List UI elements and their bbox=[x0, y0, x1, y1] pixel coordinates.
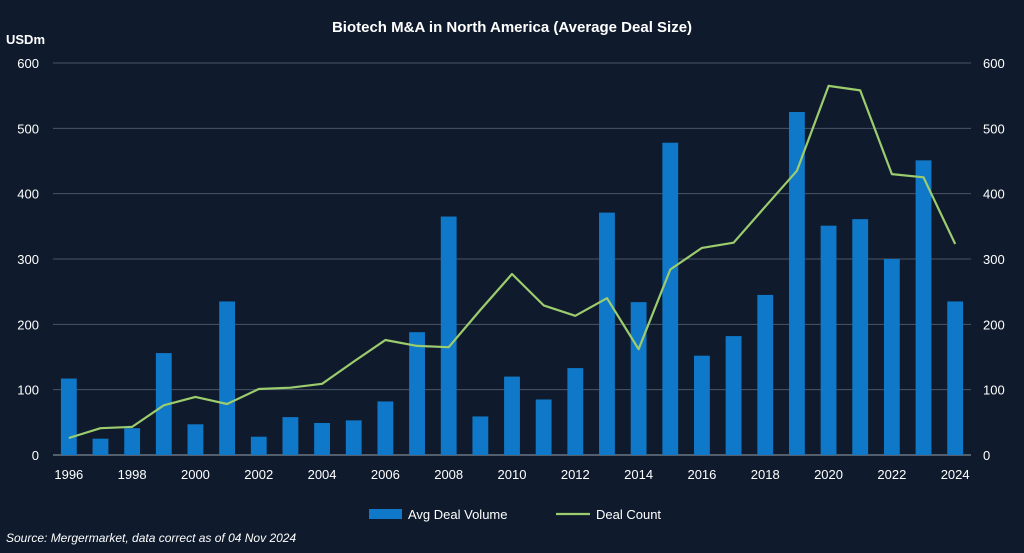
bar bbox=[915, 160, 932, 455]
x-tick-label: 1998 bbox=[118, 467, 147, 482]
source-note: Source: Mergermarket, data correct as of… bbox=[6, 531, 297, 545]
x-tick-label: 2002 bbox=[244, 467, 273, 482]
x-tick-label: 2024 bbox=[941, 467, 970, 482]
y-tick-label: 200 bbox=[17, 317, 39, 332]
legend-label-avg-deal-volume: Avg Deal Volume bbox=[408, 507, 508, 522]
bar bbox=[124, 428, 141, 455]
bar bbox=[187, 424, 204, 455]
y2-tick-label: 600 bbox=[983, 56, 1005, 71]
legend: Avg Deal Volume Deal Count bbox=[369, 507, 661, 522]
bar bbox=[788, 112, 805, 455]
y2-tick-label: 500 bbox=[983, 121, 1005, 136]
x-tick-label: 2012 bbox=[561, 467, 590, 482]
bar bbox=[947, 301, 964, 455]
bar bbox=[567, 368, 584, 455]
chart-title: Biotech M&A in North America (Average De… bbox=[332, 19, 692, 36]
x-axis: 1996 1998 2000 2002 2004 2006 2008 2010 2012 2014… bbox=[54, 467, 969, 482]
bar bbox=[725, 336, 742, 455]
legend-label-deal-count: Deal Count bbox=[596, 507, 661, 522]
bar bbox=[852, 219, 869, 455]
x-tick-label: 2014 bbox=[624, 467, 653, 482]
bar bbox=[155, 353, 172, 455]
bar bbox=[345, 420, 362, 455]
bar bbox=[504, 376, 520, 455]
bar bbox=[599, 212, 615, 455]
legend-swatch-avg-deal-volume bbox=[369, 509, 402, 519]
x-tick-label: 2018 bbox=[751, 467, 780, 482]
bar bbox=[757, 294, 774, 455]
bar bbox=[535, 399, 552, 455]
y-tick-label: 300 bbox=[17, 252, 39, 267]
x-tick-label: 2000 bbox=[181, 467, 210, 482]
bar bbox=[250, 436, 267, 455]
y-tick-label: 600 bbox=[17, 56, 39, 71]
bar bbox=[883, 259, 900, 455]
bar bbox=[282, 417, 299, 455]
bar bbox=[60, 378, 77, 455]
bar bbox=[440, 216, 457, 455]
y-tick-label: 0 bbox=[32, 448, 39, 463]
bar bbox=[472, 416, 489, 455]
bar bbox=[314, 422, 330, 455]
bar bbox=[92, 438, 109, 455]
y2-tick-label: 300 bbox=[983, 252, 1005, 267]
x-tick-label: 1996 bbox=[54, 467, 83, 482]
y-axis-left: 0 100 200 300 400 500 600 bbox=[17, 56, 39, 463]
x-tick-label: 2020 bbox=[814, 467, 843, 482]
bar-series-avg-deal-volume bbox=[60, 112, 964, 455]
x-tick-label: 2008 bbox=[434, 467, 463, 482]
y-tick-label: 100 bbox=[17, 383, 39, 398]
y-tick-label: 400 bbox=[17, 187, 39, 202]
x-tick-label: 2016 bbox=[687, 467, 716, 482]
gridlines bbox=[53, 62, 971, 456]
y2-tick-label: 100 bbox=[983, 383, 1005, 398]
y-tick-label: 500 bbox=[17, 121, 39, 136]
bar bbox=[409, 332, 425, 455]
x-tick-label: 2022 bbox=[877, 467, 906, 482]
y2-tick-label: 400 bbox=[983, 187, 1005, 202]
y2-tick-label: 200 bbox=[983, 317, 1005, 332]
y-axis-right: 0 100 200 300 400 500 600 bbox=[983, 56, 1005, 463]
line-series-deal-count bbox=[68, 84, 957, 440]
x-tick-label: 2004 bbox=[308, 467, 337, 482]
x-tick-label: 2010 bbox=[498, 467, 527, 482]
x-tick-label: 2006 bbox=[371, 467, 400, 482]
bar bbox=[630, 302, 647, 455]
y2-tick-label: 0 bbox=[983, 448, 990, 463]
bar bbox=[694, 355, 710, 455]
bar bbox=[662, 142, 679, 455]
bar bbox=[820, 225, 837, 455]
y-axis-unit-label: USDm bbox=[6, 32, 45, 47]
bar bbox=[377, 401, 394, 455]
bar bbox=[219, 301, 236, 455]
